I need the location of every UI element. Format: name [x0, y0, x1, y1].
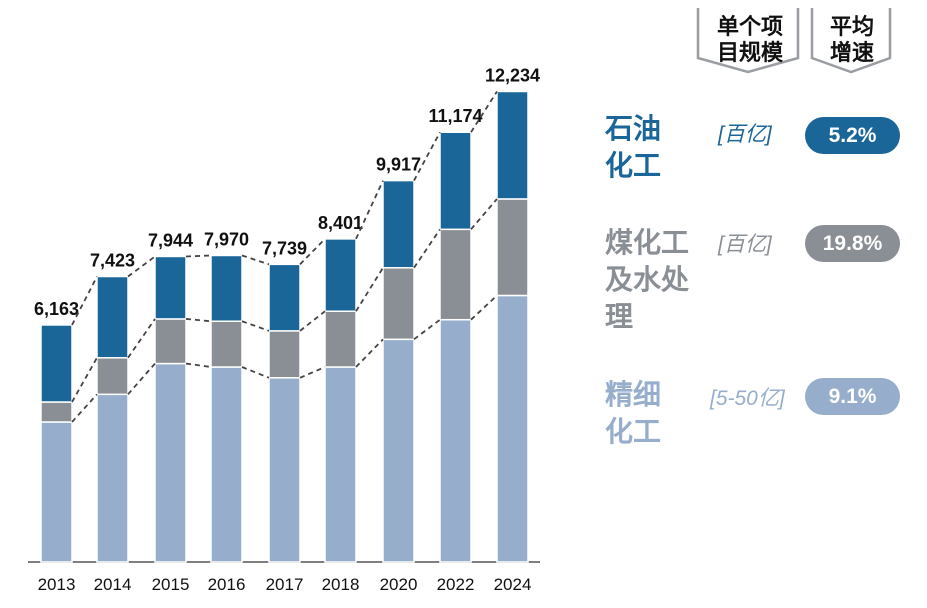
growth-pill-fine-chemical: 9.1% — [805, 378, 900, 415]
connector-line — [355, 180, 384, 240]
x-tick-label: 2022 — [437, 575, 475, 594]
growth-pill-petrochemical: 5.2% — [805, 117, 900, 154]
total-label: 7,944 — [148, 230, 193, 250]
total-label: 7,970 — [204, 229, 249, 249]
bar-segment-2014-1 — [96, 357, 129, 396]
bar-segment-2013-2 — [40, 324, 73, 403]
bar-segment-2015-1 — [154, 318, 187, 365]
connector-line — [185, 362, 212, 368]
connector-line — [355, 338, 384, 368]
bar-segment-2016-1 — [210, 320, 243, 368]
connector-line — [413, 228, 441, 269]
bar-segment-2020-2 — [382, 179, 415, 269]
x-tick-label: 2014 — [94, 575, 132, 594]
total-label: 12,234 — [485, 65, 540, 85]
x-tick-label: 2020 — [380, 575, 418, 594]
legend-label-petrochemical: 石油 化工 — [605, 113, 662, 181]
connector-line — [413, 131, 441, 182]
total-label: 7,423 — [90, 251, 135, 271]
connector-line — [71, 276, 98, 326]
bar-segment-2024-1 — [496, 198, 529, 297]
bar-segment-2018-2 — [324, 238, 357, 312]
bar-segment-2013-0 — [40, 421, 73, 563]
total-label: 11,174 — [428, 106, 482, 126]
connector-line — [185, 318, 212, 323]
stacked-bar-chart: 6,163 2013 7,423 2014 7,944 2015 7,970 2016 7,73… — [28, 65, 540, 594]
connector-line — [127, 255, 156, 278]
legend-label-fine-chemical: 精细 化工 — [605, 379, 662, 447]
x-tick-label: 2016 — [208, 575, 246, 594]
header-brackets — [696, 8, 892, 74]
unit-fine-chemical: [5-50亿] — [710, 387, 785, 410]
total-label: 7,739 — [262, 238, 307, 258]
connector-line — [71, 357, 98, 403]
growth-pill-coal-chemical: 19.8% — [805, 225, 900, 262]
connector-line — [299, 366, 326, 379]
connector-line — [355, 267, 384, 312]
connector-line — [241, 366, 270, 379]
connector-line — [299, 238, 326, 265]
total-label: 6,163 — [34, 299, 79, 319]
connector-line — [241, 254, 270, 266]
x-tick-label: 2017 — [266, 575, 304, 594]
bar-segment-2015-2 — [154, 255, 187, 320]
bar-segment-2017-1 — [268, 330, 301, 379]
bar-segment-2014-2 — [96, 275, 129, 359]
legend-label-coal-chemical: 煤化工 及水处 理 — [605, 227, 690, 332]
connector-line — [470, 198, 498, 230]
bar-segment-2016-0 — [210, 366, 243, 563]
bar-segment-2024-0 — [496, 294, 529, 563]
connector-line — [470, 90, 498, 133]
bar-segment-2015-0 — [154, 362, 187, 563]
connector-line — [185, 254, 212, 258]
unit-petrochemical: [百亿] — [718, 123, 772, 146]
bar-segment-2017-0 — [268, 377, 301, 563]
bar-segment-2022-2 — [439, 131, 472, 231]
connector-line — [71, 393, 98, 423]
bar-segment-2014-0 — [96, 393, 129, 563]
bar-segment-2018-1 — [324, 310, 357, 368]
x-tick-label: 2024 — [494, 575, 532, 594]
bar-segment-2017-2 — [268, 263, 301, 332]
bar-segment-2020-0 — [382, 338, 415, 563]
x-tick-label: 2013 — [38, 575, 76, 594]
total-label: 8,401 — [318, 213, 363, 233]
header-avg-growth: 平均 增速 — [829, 14, 874, 65]
connector-line — [127, 318, 156, 359]
x-tick-label: 2015 — [152, 575, 190, 594]
total-label: 9,917 — [376, 155, 421, 175]
connector-line — [127, 362, 156, 395]
connector-line — [299, 310, 326, 332]
bar-segment-2013-1 — [40, 401, 73, 423]
connector-line — [470, 294, 498, 321]
header-project-scale: 单个项 目规模 — [716, 14, 783, 65]
bar-segment-2020-1 — [382, 267, 415, 341]
bar-segment-2018-0 — [324, 366, 357, 563]
x-tick-label: 2018 — [322, 575, 360, 594]
unit-coal-chemical: [百亿] — [718, 233, 772, 256]
connector-line — [413, 318, 441, 341]
bar-segment-2024-2 — [496, 90, 529, 200]
bar-segment-2022-1 — [439, 228, 472, 321]
bar-segment-2016-2 — [210, 254, 243, 322]
bar-segment-2022-0 — [439, 318, 472, 563]
connector-line — [241, 320, 270, 332]
